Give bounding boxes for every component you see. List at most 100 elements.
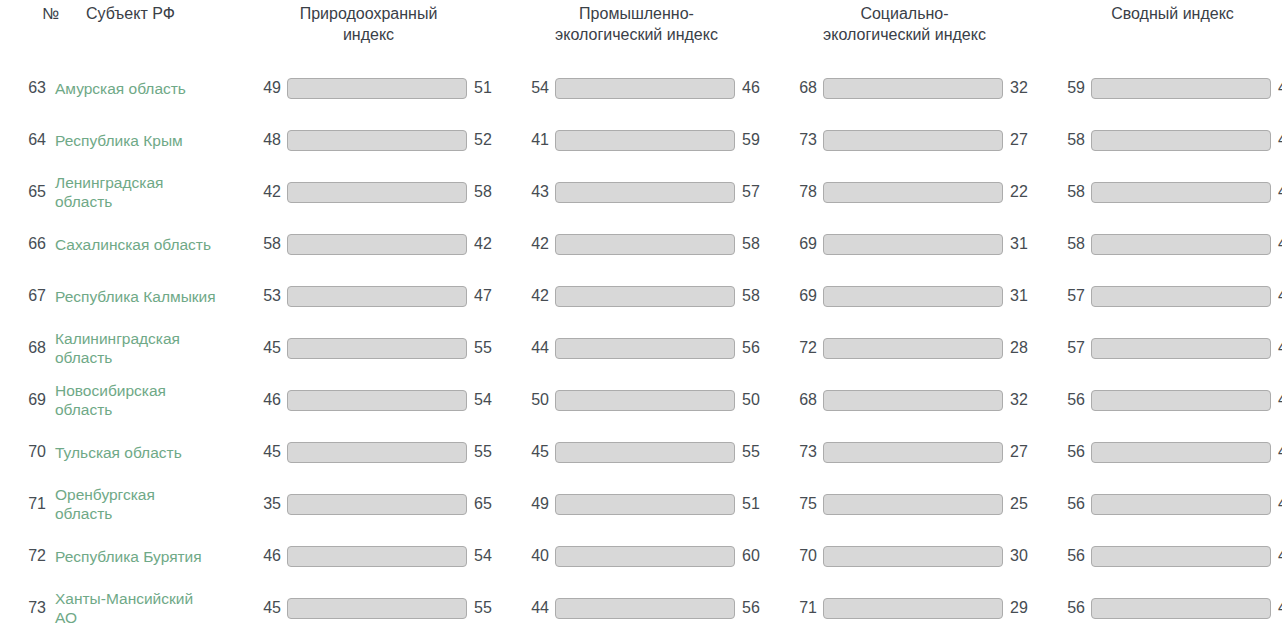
left-value: 56 [1059,391,1085,409]
region-link[interactable]: Сахалинская область [55,235,232,254]
left-value: 71 [791,599,817,617]
right-value: 28 [1010,339,1036,357]
left-value: 48 [255,131,281,149]
row-rank: 72 [28,547,46,565]
left-value: 41 [523,131,549,149]
region-link[interactable]: Республика Крым [55,131,232,150]
header-region: Субъект РФ [60,3,223,24]
left-value: 45 [255,443,281,461]
index-bar-track [1091,390,1271,411]
index-cell: 40 60 [523,546,768,567]
index-cell: 68 32 [791,78,1036,99]
right-value: 55 [474,339,500,357]
row-rank: 63 [28,79,46,97]
left-value: 35 [255,495,281,513]
right-value: 50 [742,391,768,409]
region-link[interactable]: Республика Бурятия [55,547,232,566]
index-cell: 70 30 [791,546,1036,567]
right-value: 56 [742,339,768,357]
right-value: 44 [1278,599,1282,617]
right-value: 57 [742,183,768,201]
left-value: 78 [791,183,817,201]
right-value: 54 [474,547,500,565]
left-value: 68 [791,79,817,97]
left-value: 46 [255,547,281,565]
index-cell: 42 58 [523,234,768,255]
index-bar-track [823,78,1003,99]
index-bar-track [823,546,1003,567]
region-link[interactable]: Новосибирская область [55,381,232,419]
right-value: 56 [742,599,768,617]
left-value: 56 [1059,599,1085,617]
left-value: 68 [791,391,817,409]
left-value: 73 [791,443,817,461]
index-cell: 58 42 [255,234,500,255]
index-bar-track [555,78,735,99]
left-value: 49 [523,495,549,513]
left-value: 57 [1059,339,1085,357]
index-cell: 58 42 [1059,234,1282,255]
right-value: 54 [474,391,500,409]
index-bar-track [555,546,735,567]
left-value: 59 [1059,79,1085,97]
index-bar-track [555,130,735,151]
left-value: 69 [791,235,817,253]
index-cell: 45 55 [255,598,500,619]
header-composite-index: Сводный индекс [1050,3,1282,24]
index-bar-track [555,390,735,411]
index-cell: 49 51 [255,78,500,99]
region-link[interactable]: Ханты-Мансийский АО [55,589,232,627]
left-value: 42 [523,235,549,253]
index-cell: 71 29 [791,598,1036,619]
left-value: 43 [523,183,549,201]
row-rank: 70 [28,443,46,461]
table-row: 72 Республика Бурятия 46 54 40 60 70 30 … [28,530,1282,582]
region-link[interactable]: Калининградская область [55,329,232,367]
index-bar-track [1091,338,1271,359]
index-cell: 72 28 [791,338,1036,359]
row-rank: 73 [28,599,46,617]
index-cell: 41 59 [523,130,768,151]
left-value: 42 [255,183,281,201]
region-link[interactable]: Амурская область [55,79,232,98]
left-value: 45 [255,339,281,357]
table-row: 67 Республика Калмыкия 53 47 42 58 69 31… [28,270,1282,322]
index-bar-track [287,494,467,515]
index-cell: 54 46 [523,78,768,99]
region-link[interactable]: Ленинградская область [55,173,232,211]
region-link[interactable]: Оренбургская область [55,485,232,523]
index-cell: 68 32 [791,390,1036,411]
index-cell: 56 44 [1059,598,1282,619]
right-value: 46 [742,79,768,97]
index-cell: 44 56 [523,338,768,359]
table-row: 71 Оренбургская область 35 65 49 51 75 2… [28,478,1282,530]
right-value: 25 [1010,495,1036,513]
index-bar-track [1091,130,1271,151]
header-industrial-ecological-index: Промышленно- экологический индекс [514,3,759,45]
index-bar-track [287,182,467,203]
index-bar-track [287,130,467,151]
index-cell: 73 27 [791,130,1036,151]
index-cell: 45 55 [255,338,500,359]
index-cell: 78 22 [791,182,1036,203]
left-value: 69 [791,287,817,305]
right-value: 31 [1010,287,1036,305]
left-value: 42 [523,287,549,305]
right-value: 59 [742,131,768,149]
index-cell: 59 41 [1059,78,1282,99]
index-bar-track [287,442,467,463]
region-link[interactable]: Тульская область [55,443,232,462]
right-value: 43 [1278,287,1282,305]
index-bar-track [823,390,1003,411]
row-rank: 68 [28,339,46,357]
index-bar-track [287,78,467,99]
left-value: 57 [1059,287,1085,305]
right-value: 30 [1010,547,1036,565]
index-cell: 48 52 [255,130,500,151]
index-bar-track [555,338,735,359]
row-rank: 65 [28,183,46,201]
index-cell: 49 51 [523,494,768,515]
index-bar-track [555,598,735,619]
region-link[interactable]: Республика Калмыкия [55,287,232,306]
right-value: 51 [742,495,768,513]
